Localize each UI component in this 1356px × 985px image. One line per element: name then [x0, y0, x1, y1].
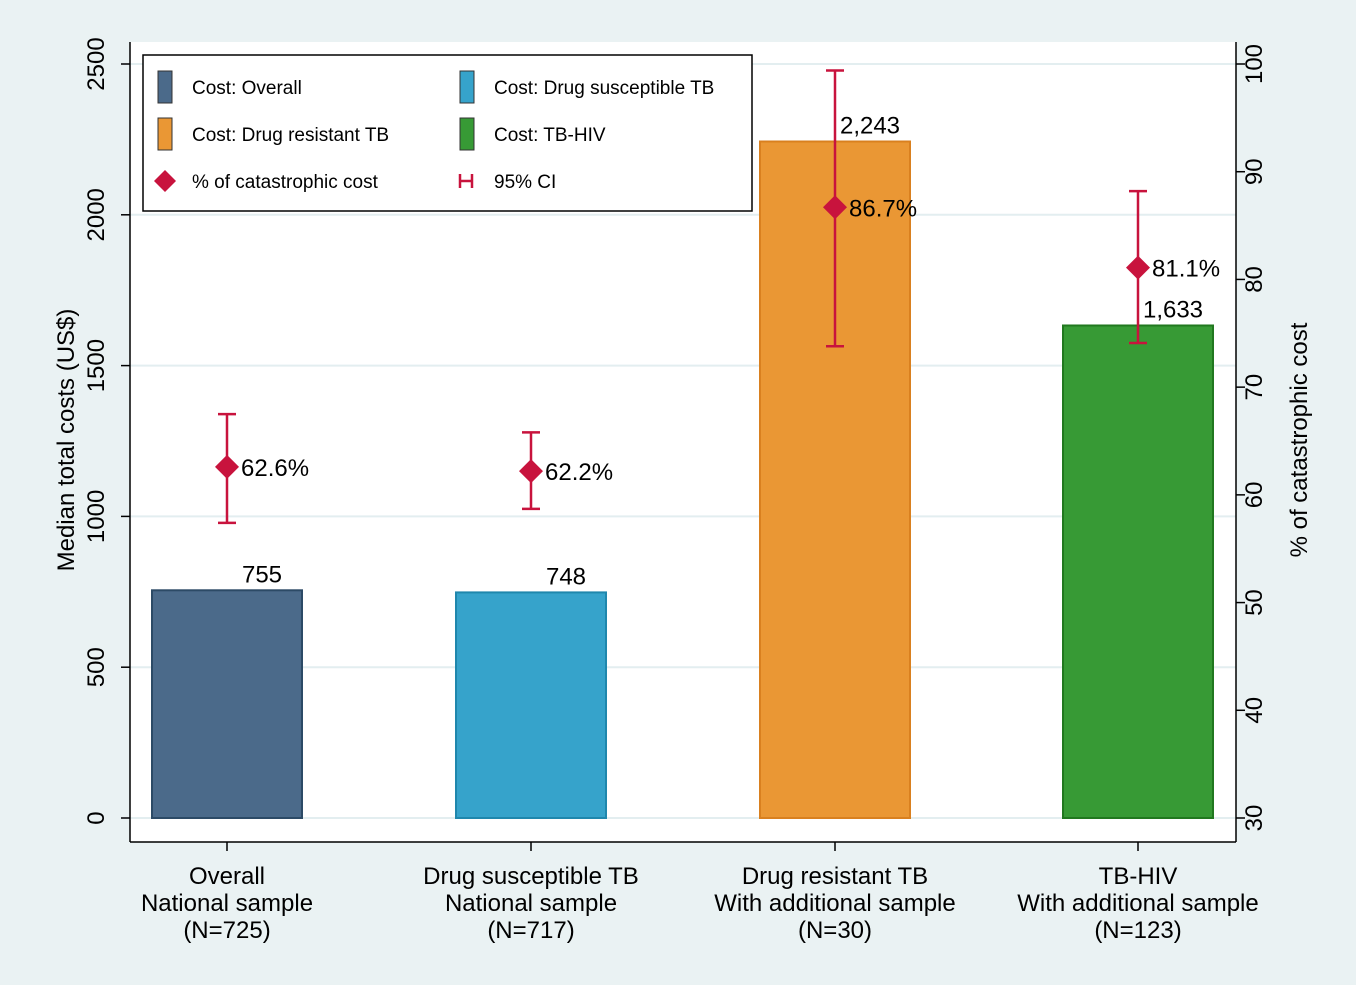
catastrophic-value-label: 62.6% [241, 455, 309, 482]
catastrophic-value-label: 81.1% [1152, 256, 1220, 283]
legend-swatch [459, 117, 475, 151]
x-tick-label: (N=123) [1094, 917, 1181, 944]
x-tick-label: (N=30) [798, 917, 872, 944]
legend-swatch [157, 70, 173, 104]
legend-item: Cost: Drug resistant TB [157, 117, 389, 151]
y-right-tick-label: 60 [1241, 482, 1268, 509]
y-right-axis-label: % of catastrophic cost [1286, 322, 1313, 557]
legend-swatch [157, 117, 173, 151]
x-tick-label: Drug susceptible TB [423, 863, 639, 890]
y-left-tick-label: 1000 [83, 490, 110, 543]
x-tick-label: Drug resistant TB [742, 863, 928, 890]
legend: Cost: Overall Cost: Drug susceptible TB Co… [142, 54, 753, 212]
catastrophic-value-label: 62.2% [545, 459, 613, 486]
catastrophic-point-2 [823, 195, 847, 220]
legend-diamond-icon [154, 170, 176, 192]
y-right-tick-label: 50 [1241, 589, 1268, 616]
legend-swatch [459, 70, 475, 104]
bar-value-label: 2,243 [840, 113, 900, 140]
legend-box [142, 54, 753, 212]
y-left-tick-label: 1500 [83, 339, 110, 392]
legend-item: % of catastrophic cost [154, 170, 379, 193]
y-right-tick-label: 40 [1241, 697, 1268, 724]
y-right-tick-label: 90 [1241, 158, 1268, 185]
x-tick-label: TB-HIV [1099, 863, 1178, 890]
catastrophic-point-3 [1126, 255, 1150, 280]
y-right-tick-label: 100 [1241, 44, 1268, 84]
catastrophic-point-1 [519, 459, 543, 484]
y-right-tick-label: 80 [1241, 266, 1268, 293]
y-left-tick-label: 0 [83, 811, 110, 824]
catastrophic-value-label: 86.7% [849, 195, 917, 222]
bar-1 [455, 591, 607, 819]
bar-value-label: 1,633 [1143, 296, 1203, 323]
legend-label: 95% CI [494, 172, 556, 193]
y-left-tick-label: 500 [83, 647, 110, 687]
y-right-tick-label: 70 [1241, 374, 1268, 401]
legend-item: Cost: Drug susceptible TB [459, 70, 714, 104]
legend-item: Cost: Overall [157, 70, 302, 104]
legend-label: % of catastrophic cost [192, 172, 379, 193]
x-tick-label: (N=725) [183, 917, 270, 944]
bar-0 [151, 589, 303, 819]
bar-value-label: 755 [242, 561, 282, 588]
y-right-tick-label: 30 [1241, 805, 1268, 832]
x-tick-label: National sample [141, 890, 313, 917]
legend-item: Cost: TB-HIV [459, 117, 606, 151]
x-tick-label: With additional sample [1017, 890, 1258, 917]
x-tick-label: National sample [445, 890, 617, 917]
legend-label: Cost: Drug resistant TB [192, 125, 389, 146]
y-left-tick-label: 2000 [83, 188, 110, 241]
catastrophic-point-0 [215, 454, 239, 479]
legend-label: Cost: Drug susceptible TB [494, 78, 714, 99]
x-tick-label: With additional sample [714, 890, 955, 917]
bar-value-label: 748 [546, 563, 586, 590]
legend-label: Cost: TB-HIV [494, 125, 606, 146]
legend-label: Cost: Overall [192, 78, 302, 99]
y-left-axis-label: Median total costs (US$) [53, 309, 80, 572]
x-tick-label: Overall [189, 863, 265, 890]
y-left-tick-label: 2500 [83, 37, 110, 90]
legend-item: 95% CI [458, 172, 556, 193]
bar-3 [1062, 324, 1214, 819]
x-tick-label: (N=717) [487, 917, 574, 944]
